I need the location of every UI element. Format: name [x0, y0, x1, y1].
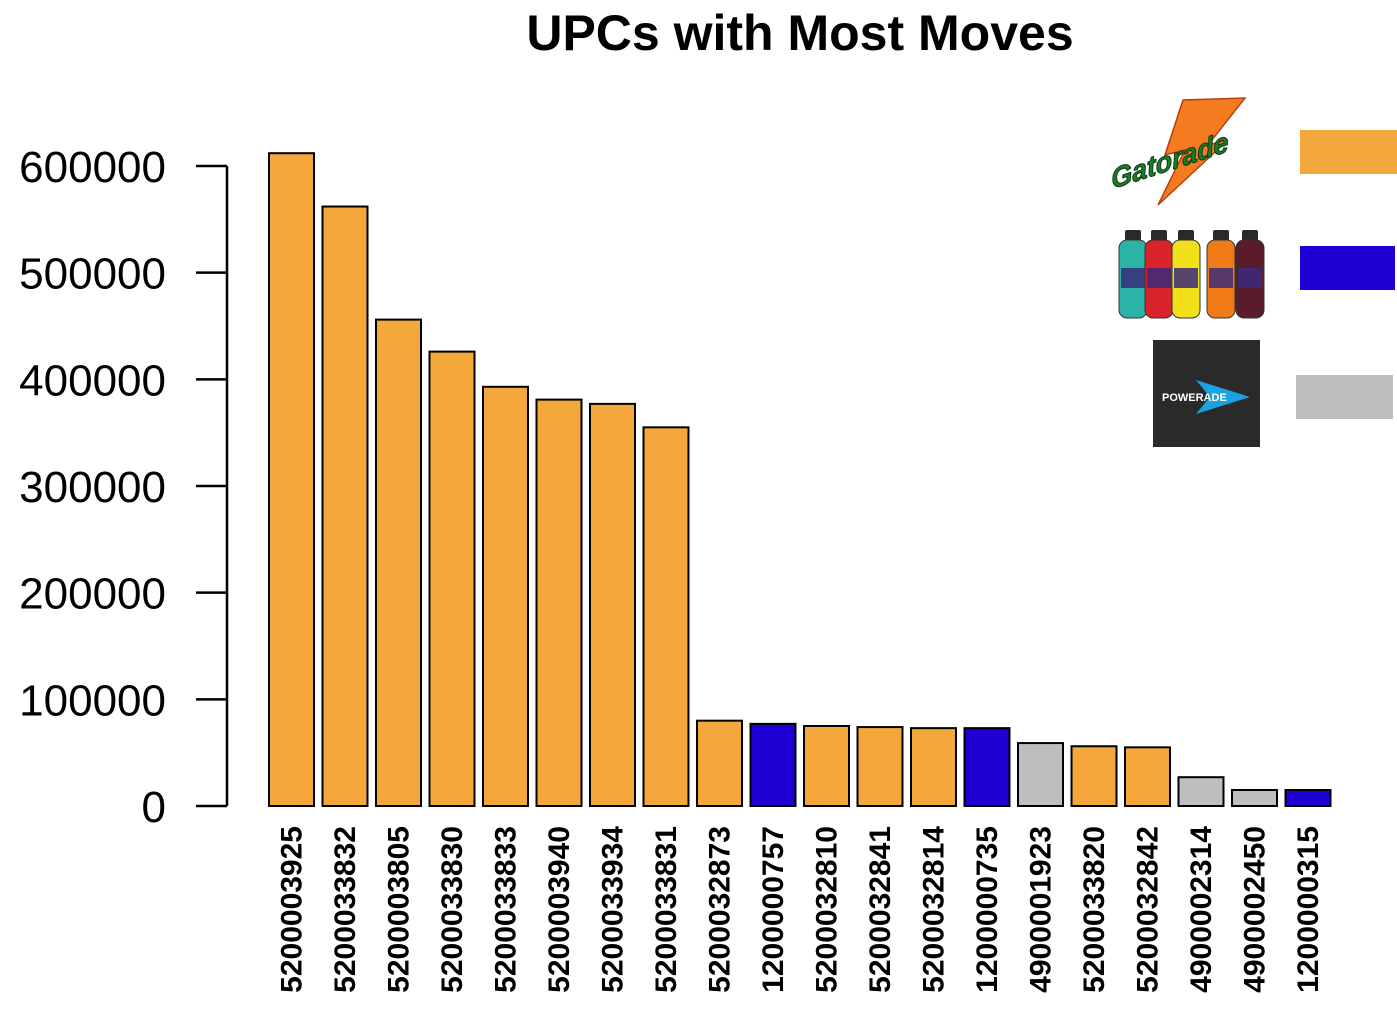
bar-5200033831 [642, 426, 690, 807]
powerade-wordmark: POWERADE [1162, 392, 1227, 404]
chart-title: UPCs with Most Moves [526, 5, 1073, 61]
y-tick-label: 0 [142, 783, 166, 832]
bar-5200032810 [803, 725, 850, 807]
bar-5200033832 [321, 205, 369, 808]
x-tick-label: 5200032842 [1132, 826, 1165, 993]
legend-swatch-allsport [1300, 246, 1395, 290]
y-axis: 0 100000 200000 300000 400000 500000 600000 [19, 143, 229, 832]
x-tick-label: 5200033830 [436, 826, 469, 993]
x-tick-label: 1200000735 [971, 826, 1004, 993]
powerade-arrow-icon [1196, 380, 1250, 414]
x-tick-label: 5200032841 [864, 826, 897, 993]
x-tick-label: 5200032810 [811, 826, 844, 993]
x-tick-label: 5200003925 [276, 826, 309, 993]
bottle-icon [1144, 230, 1174, 319]
bottle-icon [1171, 230, 1201, 319]
gatorade-logo: Gatorade [1109, 97, 1247, 206]
bottle-icon [1235, 230, 1265, 319]
bar-5200003925 [268, 152, 315, 807]
y-tick-label: 600000 [19, 143, 166, 192]
bar-5200032842 [1124, 746, 1171, 807]
legend-swatch-gatorade [1300, 130, 1397, 174]
bottle-icon [1118, 230, 1148, 319]
y-tick-label: 300000 [19, 463, 166, 512]
legend: Gatorade POWERADE [1109, 97, 1397, 447]
x-tick-label: 5200033832 [329, 826, 362, 993]
bar-5200032814 [910, 727, 957, 808]
allsport-bottles-image [1118, 230, 1265, 319]
bar-4900002450 [1231, 789, 1278, 807]
bar-5200033820 [1070, 745, 1118, 807]
powerade-logo: POWERADE [1153, 340, 1260, 447]
x-tick-label: 5200033820 [1078, 826, 1111, 993]
y-tick-label: 500000 [19, 250, 166, 299]
y-tick-label: 400000 [19, 356, 166, 405]
bar-4900002314 [1177, 776, 1225, 808]
bar-4900001923 [1017, 742, 1064, 807]
x-tick-label: 5200033833 [490, 826, 523, 993]
bars-group [268, 152, 1332, 808]
bar-5200003940 [535, 398, 583, 807]
x-tick-label: 5200003940 [543, 826, 576, 993]
gatorade-bolt-icon [1157, 97, 1247, 206]
x-tick-label: 4900002450 [1239, 826, 1272, 993]
legend-swatch-powerade [1296, 375, 1393, 419]
x-tick-label: 1200000315 [1292, 826, 1325, 993]
y-tick-label: 200000 [19, 570, 166, 619]
bar-5200003805 [375, 318, 422, 807]
bar-5200032841 [856, 726, 904, 807]
x-tick-labels: 5200003925 5200033832 5200003805 5200033830… [276, 826, 1326, 993]
bar-5200032873 [696, 719, 743, 808]
x-tick-label: 4900001923 [1025, 826, 1058, 993]
bottle-icon [1206, 230, 1236, 319]
bar-1200000315 [1284, 789, 1332, 807]
x-tick-label: 5200032814 [918, 826, 951, 993]
bar-1200000735 [963, 727, 1011, 808]
bar-5200033934 [589, 402, 636, 807]
bar-5200033833 [482, 385, 529, 807]
y-tick-label: 100000 [19, 676, 166, 725]
bar-1200000757 [749, 722, 797, 807]
x-tick-label: 4900002314 [1185, 826, 1218, 993]
x-tick-label: 1200000757 [757, 826, 790, 993]
bar-5200033830 [428, 350, 476, 807]
x-tick-label: 5200033831 [650, 826, 683, 993]
x-tick-label: 5200033934 [597, 826, 630, 993]
x-tick-label: 5200032873 [704, 826, 737, 993]
x-tick-label: 5200003805 [383, 826, 416, 993]
